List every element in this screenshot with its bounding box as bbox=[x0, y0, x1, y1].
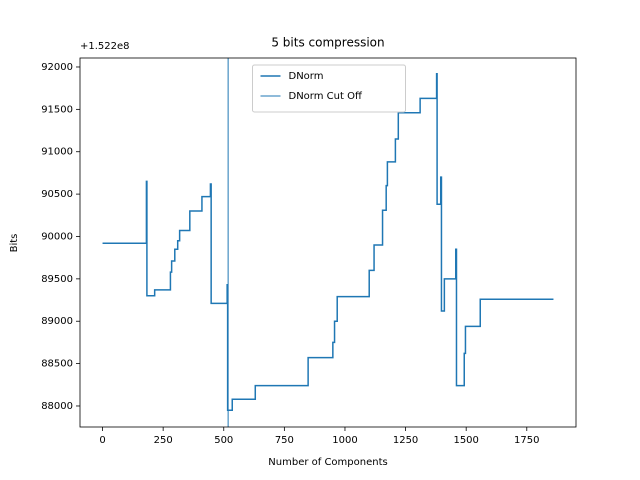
x-axis-label: Number of Components bbox=[268, 457, 387, 468]
y-tick-label: 90000 bbox=[41, 231, 73, 242]
y-tick-label: 88000 bbox=[41, 401, 73, 412]
x-tick-label: 250 bbox=[154, 435, 173, 446]
legend-box bbox=[252, 64, 406, 113]
axes-frame bbox=[79, 57, 577, 428]
y-tick-label: 89500 bbox=[41, 274, 73, 285]
y-tick-label: 91000 bbox=[41, 147, 73, 158]
x-tick-label: 1750 bbox=[514, 435, 539, 446]
plot-area bbox=[102, 58, 554, 427]
x-tick-label: 1000 bbox=[332, 435, 357, 446]
x-tick-label: 750 bbox=[275, 435, 294, 446]
y-tick-label: 90500 bbox=[41, 189, 73, 200]
y-offset-text: +1.522e8 bbox=[80, 41, 130, 52]
y-tick-label: 88500 bbox=[41, 359, 73, 370]
y-tick-label: 89000 bbox=[41, 316, 73, 327]
legend-label: DNorm Cut Off bbox=[289, 91, 363, 102]
x-tick-label: 1500 bbox=[453, 435, 478, 446]
y-tick-label: 91500 bbox=[41, 104, 73, 115]
x-tick-label: 0 bbox=[99, 435, 105, 446]
y-tick-label: 92000 bbox=[41, 62, 73, 73]
chart-title: 5 bits compression bbox=[271, 36, 384, 50]
y-axis-label: Bits bbox=[9, 234, 20, 253]
legend-label: DNorm bbox=[289, 71, 324, 82]
x-tick-label: 500 bbox=[214, 435, 233, 446]
data-line bbox=[102, 73, 554, 411]
x-tick-label: 1250 bbox=[393, 435, 418, 446]
